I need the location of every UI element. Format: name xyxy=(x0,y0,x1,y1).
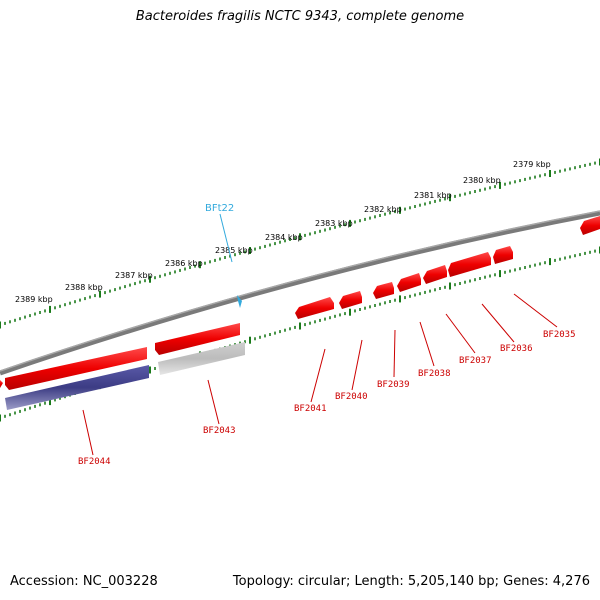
genome-backbone xyxy=(0,210,600,376)
leader-bf2038 xyxy=(419,321,435,367)
trna-label-bft22: BFt22 xyxy=(205,203,234,214)
leader-bf2039 xyxy=(393,329,396,378)
scale-label-2388: 2388 kbp xyxy=(65,283,103,292)
gene-label-bf2036: BF2036 xyxy=(500,344,533,354)
map-title: Bacteroides fragilis NCTC 9343, complete… xyxy=(135,9,465,24)
accession-text: Accession: NC_003228 xyxy=(10,574,158,589)
scale-labels: 2389 kbp 2388 kbp 2387 kbp 2386 kbp 2385… xyxy=(15,160,551,304)
leader-bf2044 xyxy=(82,409,94,456)
gene-arrow-bf2039[interactable] xyxy=(373,282,394,299)
trna-feature[interactable] xyxy=(237,295,242,308)
outer-scale-ticks xyxy=(0,158,600,329)
scale-label-2382: 2382 kbp xyxy=(364,205,402,214)
scale-label-2384: 2384 kbp xyxy=(265,233,303,242)
scale-label-2380: 2380 kbp xyxy=(463,176,501,185)
gene-label-bf2038: BF2038 xyxy=(418,369,451,379)
gene-label-bf2040: BF2040 xyxy=(335,392,368,402)
scale-label-2385: 2385 kbp xyxy=(215,246,253,255)
gene-label-bf2043: BF2043 xyxy=(203,426,236,436)
gene-arrow-bf2037[interactable] xyxy=(423,265,447,284)
scale-label-2383: 2383 kbp xyxy=(315,219,353,228)
gene-arrow-bf2038[interactable] xyxy=(397,273,421,292)
scale-label-2386: 2386 kbp xyxy=(165,259,203,268)
gene-label-bf2037: BF2037 xyxy=(459,356,492,366)
gene-label-bf2035: BF2035 xyxy=(543,330,576,340)
gene-label-bf2041: BF2041 xyxy=(294,404,327,414)
leader-bf2040 xyxy=(351,339,363,391)
scale-label-2381: 2381 kbp xyxy=(414,191,452,200)
gene-arrow-edge-left[interactable] xyxy=(0,380,3,388)
gene-block-bf2043-pseudo[interactable] xyxy=(158,342,245,375)
scale-label-2389: 2389 kbp xyxy=(15,295,53,304)
gene-leader-lines xyxy=(82,293,558,456)
gene-arrow-bf2044-fwd[interactable] xyxy=(5,347,147,390)
leader-bf2036 xyxy=(481,303,515,343)
scale-label-2379: 2379 kbp xyxy=(513,160,551,169)
inner-scale-ticks xyxy=(0,246,600,422)
gene-arrow-bf2043-fwd[interactable] xyxy=(155,323,240,355)
leader-bf2037 xyxy=(445,313,476,354)
gene-block-bf2044-rev[interactable] xyxy=(5,365,149,410)
gene-label-bf2039: BF2039 xyxy=(377,380,410,390)
gene-arrow-bf2035[interactable] xyxy=(493,246,513,264)
leader-bf2041 xyxy=(310,348,326,403)
gene-arrow-bf2041[interactable] xyxy=(295,297,334,319)
leader-bf2043 xyxy=(207,379,220,425)
trna-leader-line xyxy=(219,213,233,263)
gene-arrow-bf2036[interactable] xyxy=(448,252,491,277)
genome-backbone-highlight xyxy=(0,210,600,372)
genome-summary-text: Topology: circular; Length: 5,205,140 bp… xyxy=(232,574,590,589)
leader-bf2035 xyxy=(513,293,558,328)
gene-arrow-bf2040[interactable] xyxy=(339,291,362,309)
gene-labels: BF2044 BF2043 BF2041 BF2040 BF2039 BF203… xyxy=(78,330,576,467)
gene-arrow-edge-right[interactable] xyxy=(580,216,600,235)
scale-label-2387: 2387 kbp xyxy=(115,271,153,280)
forward-strand-genes xyxy=(0,216,600,390)
gene-label-bf2044: BF2044 xyxy=(78,457,111,467)
